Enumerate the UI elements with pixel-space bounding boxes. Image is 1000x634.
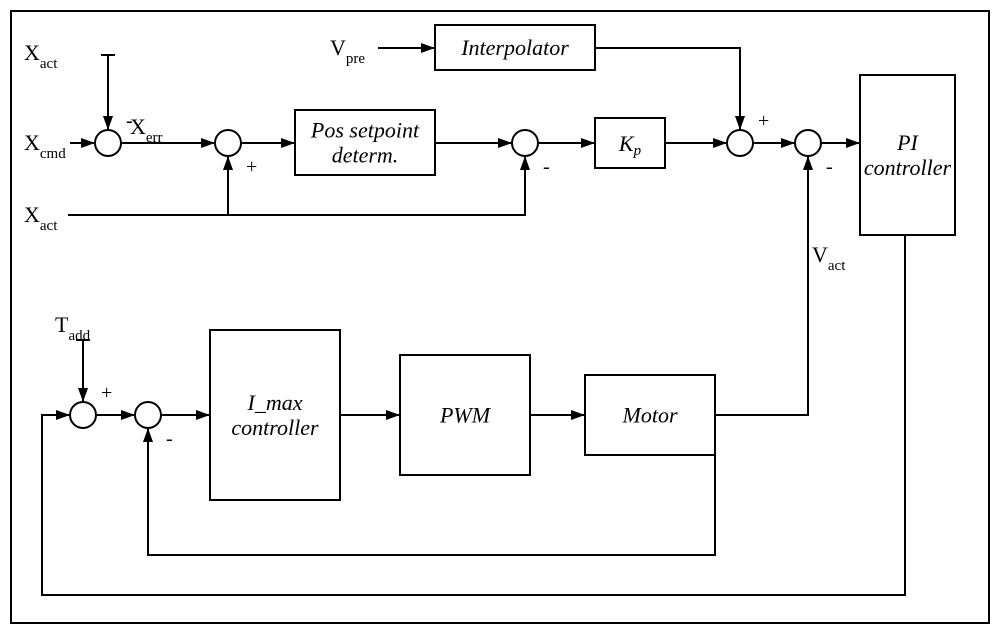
block-label-pos_setpoint-0: Pos setpoint [310,117,420,142]
block-label-interpolator: Interpolator [460,35,569,60]
block-label-pos_setpoint-1: determ. [332,143,399,168]
block-label-motor: Motor [622,403,678,428]
sum-s7 [135,402,161,428]
sum-s5 [795,130,821,156]
sign: - [826,156,833,178]
block-label-pi-1: controller [864,155,952,180]
block-label-pi-0: PI [896,130,919,155]
sum-s4 [727,130,753,156]
sign: + [246,156,257,178]
outer-frame [11,11,989,623]
block-label-pwm: PWM [439,403,492,428]
sign: + [101,382,112,404]
sign: + [758,110,769,132]
sum-s1 [95,130,121,156]
sum-s3 [512,130,538,156]
block-label-imax-1: controller [231,415,319,440]
block-label-imax-0: I_max [247,390,303,415]
sign: - [543,156,550,178]
sum-s2 [215,130,241,156]
sum-s6 [70,402,96,428]
sign: - [166,428,173,450]
